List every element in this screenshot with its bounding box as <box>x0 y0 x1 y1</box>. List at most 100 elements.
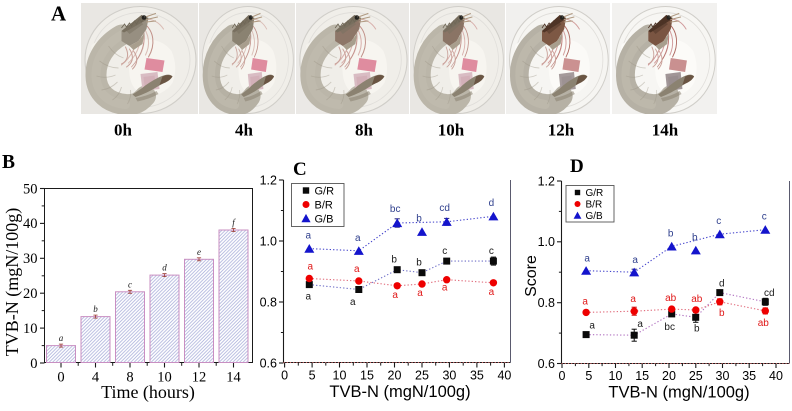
svg-text:0h: 0h <box>114 121 133 140</box>
svg-text:c: c <box>128 279 132 289</box>
svg-text:a: a <box>306 231 312 242</box>
svg-text:40: 40 <box>497 369 511 383</box>
svg-text:0.8: 0.8 <box>538 296 555 310</box>
svg-text:b: b <box>668 228 674 239</box>
svg-text:40: 40 <box>23 216 38 232</box>
svg-text:b: b <box>416 258 422 269</box>
svg-text:35: 35 <box>470 369 484 383</box>
svg-text:a: a <box>306 292 312 303</box>
svg-text:cd: cd <box>764 288 775 299</box>
svg-text:15: 15 <box>635 369 649 383</box>
svg-text:0: 0 <box>281 369 288 383</box>
svg-text:a: a <box>354 264 360 275</box>
svg-text:c: c <box>716 216 721 227</box>
svg-text:25: 25 <box>689 369 703 383</box>
svg-text:50: 50 <box>23 181 38 197</box>
svg-text:a: a <box>350 297 356 308</box>
svg-text:1.2: 1.2 <box>538 174 555 188</box>
svg-text:8h: 8h <box>355 121 374 140</box>
svg-text:ab: ab <box>665 293 677 304</box>
svg-text:14: 14 <box>226 370 241 386</box>
svg-text:b: b <box>93 304 98 314</box>
svg-text:a: a <box>630 294 636 305</box>
svg-text:a: a <box>59 333 64 343</box>
svg-text:a: a <box>582 296 588 307</box>
svg-text:a: a <box>637 319 643 330</box>
svg-text:B/R: B/R <box>315 200 333 212</box>
svg-text:30: 30 <box>23 251 38 267</box>
svg-text:G/R: G/R <box>586 188 604 199</box>
svg-text:b: b <box>416 213 422 224</box>
svg-text:TVB-N (mgN/100g): TVB-N (mgN/100g) <box>329 383 470 401</box>
svg-text:G/B: G/B <box>315 214 334 226</box>
svg-text:Time (hours): Time (hours) <box>101 382 195 403</box>
svg-text:20: 20 <box>662 369 676 383</box>
svg-text:G/R: G/R <box>315 186 335 198</box>
svg-text:0: 0 <box>30 356 37 372</box>
svg-text:a: a <box>355 233 361 244</box>
svg-text:15: 15 <box>360 369 374 383</box>
svg-text:10h: 10h <box>438 121 465 140</box>
svg-text:bc: bc <box>664 322 675 333</box>
svg-text:b: b <box>719 308 725 319</box>
svg-text:35: 35 <box>742 369 756 383</box>
svg-text:a: a <box>308 262 314 273</box>
svg-text:a: a <box>417 288 423 299</box>
svg-text:20: 20 <box>388 369 402 383</box>
svg-text:cd: cd <box>439 203 450 214</box>
svg-text:Score: Score <box>523 255 540 297</box>
svg-text:14h: 14h <box>652 121 679 140</box>
svg-text:30: 30 <box>716 369 730 383</box>
svg-text:a: a <box>489 287 495 298</box>
svg-text:12h: 12h <box>548 121 575 140</box>
svg-text:1.2: 1.2 <box>260 173 277 187</box>
svg-text:a: a <box>632 255 638 266</box>
svg-text:4h: 4h <box>235 121 254 140</box>
svg-text:12: 12 <box>192 370 207 386</box>
svg-text:d: d <box>162 263 167 273</box>
svg-text:f: f <box>232 218 236 228</box>
svg-text:5: 5 <box>585 369 592 383</box>
svg-text:0: 0 <box>559 369 566 383</box>
svg-text:b: b <box>692 232 698 243</box>
svg-text:d: d <box>719 279 725 290</box>
svg-text:e: e <box>197 247 201 257</box>
svg-text:ab: ab <box>691 294 703 305</box>
svg-text:b: b <box>694 323 700 334</box>
svg-text:20: 20 <box>23 286 38 302</box>
svg-text:25: 25 <box>415 369 429 383</box>
svg-text:0.6: 0.6 <box>538 357 555 371</box>
svg-text:a: a <box>589 321 595 332</box>
svg-text:30: 30 <box>442 369 456 383</box>
svg-text:10: 10 <box>157 370 172 386</box>
svg-text:B/R: B/R <box>586 200 603 211</box>
svg-text:TVB-N (mgN/100g): TVB-N (mgN/100g) <box>2 208 23 356</box>
svg-text:bc: bc <box>390 204 401 215</box>
svg-text:a: a <box>584 254 590 265</box>
svg-text:0.8: 0.8 <box>260 295 277 309</box>
svg-text:A: A <box>51 2 67 26</box>
svg-text:d: d <box>489 198 495 209</box>
svg-text:b: b <box>391 255 397 266</box>
svg-text:c: c <box>442 246 447 257</box>
svg-text:a: a <box>392 290 398 301</box>
svg-text:1.0: 1.0 <box>260 234 277 248</box>
svg-text:G/B: G/B <box>586 211 604 222</box>
svg-text:0: 0 <box>57 370 64 386</box>
svg-text:5: 5 <box>309 369 316 383</box>
svg-text:10: 10 <box>333 369 347 383</box>
svg-text:ab: ab <box>758 318 770 329</box>
svg-text:a: a <box>442 283 448 294</box>
svg-text:TVB-N (mgN/100g): TVB-N (mgN/100g) <box>608 384 749 402</box>
svg-text:c: c <box>762 212 767 223</box>
svg-text:C: C <box>293 159 307 180</box>
svg-text:4: 4 <box>92 370 100 386</box>
svg-text:8: 8 <box>126 370 133 386</box>
svg-text:10: 10 <box>23 321 38 337</box>
svg-text:0.6: 0.6 <box>260 356 277 370</box>
svg-text:D: D <box>570 156 584 177</box>
svg-text:10: 10 <box>609 369 623 383</box>
svg-text:40: 40 <box>769 369 783 383</box>
svg-text:c: c <box>489 246 494 257</box>
svg-text:B: B <box>2 152 15 173</box>
